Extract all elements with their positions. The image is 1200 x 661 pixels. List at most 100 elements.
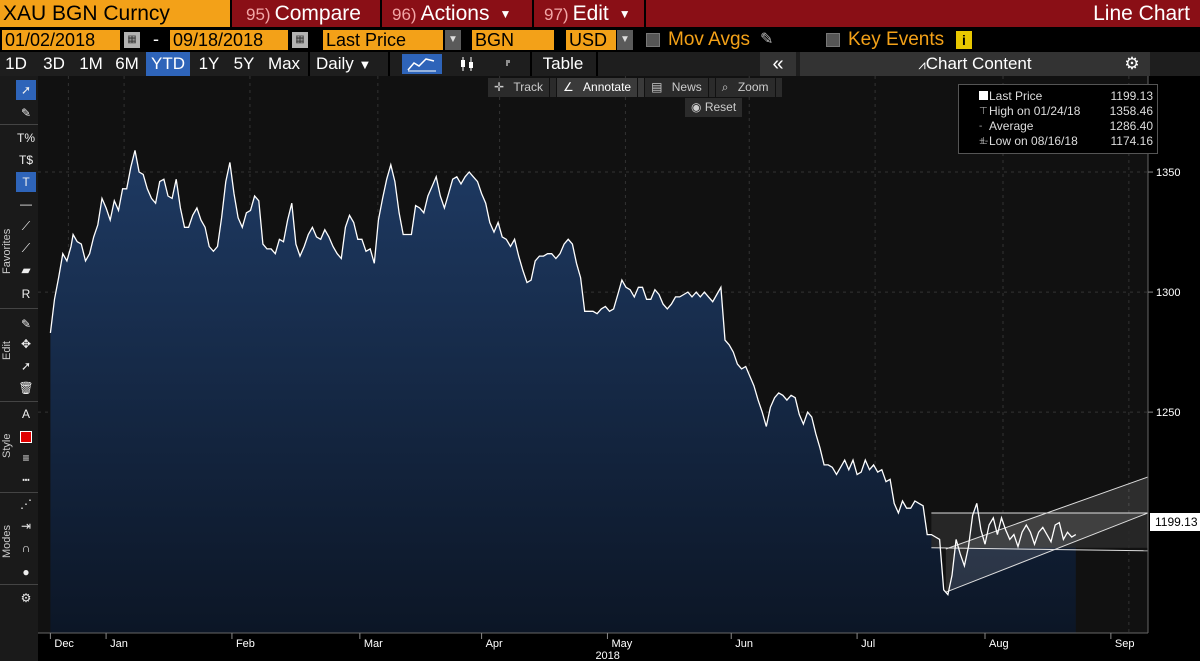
pencil-icon[interactable]: ✎ <box>760 31 774 48</box>
x-axis: Dec Jan Feb Mar Apr May Jun Jul Aug Sep 2018 <box>38 632 1200 661</box>
line-style-icon[interactable]: ┅ <box>22 473 30 487</box>
track-label: Track <box>507 78 550 97</box>
zoom-button[interactable]: ⌕ Zoom <box>716 78 783 97</box>
period-1m[interactable]: 1M <box>79 54 103 73</box>
chart-toolbar: 1D 3D 1M 6M YTD 1Y 5Y Max Daily ▼ Table … <box>0 52 1200 76</box>
key-events-checkbox[interactable] <box>826 33 840 47</box>
legend-label: Low on 08/16/18 <box>989 134 1078 148</box>
date-range-dash: - <box>153 29 159 49</box>
gear-icon[interactable]: ⚙ <box>1124 54 1140 73</box>
chart-content-button[interactable]: ⩘Chart Content <box>800 52 1150 76</box>
calendar-icon[interactable]: ▦ <box>292 32 308 48</box>
edit-button[interactable]: 97) Edit ▼ <box>534 0 644 27</box>
toolbar-separator <box>308 52 310 76</box>
frequency-select[interactable]: Daily ▼ <box>312 52 384 76</box>
trendline-icon[interactable]: ⟋ <box>21 219 31 233</box>
x-tick-label: Jun <box>735 638 753 650</box>
channel-lower-line[interactable] <box>945 512 1149 593</box>
channel-tool-icon[interactable]: ▰ <box>21 263 31 277</box>
info-icon[interactable]: i <box>956 31 972 49</box>
chart-mini-toolbar: ✛ Track ∠ Annotate ▤ News ⌕ Zoom <box>488 78 783 97</box>
bar-style-icon[interactable] <box>496 52 520 76</box>
reset-button[interactable]: ◉ Reset <box>685 98 743 117</box>
sidebar-divider <box>0 124 38 125</box>
chevron-down-icon: ▼ <box>358 57 372 72</box>
legend-row-low: ⊥ Low on 08/16/18 1174.16 <box>979 134 1157 149</box>
period-max[interactable]: Max <box>267 54 301 73</box>
line-chart-icon: ⩘ <box>918 57 926 72</box>
modes-section-label: Modes <box>1 524 13 558</box>
edit-pen-icon[interactable]: ✎ <box>20 317 32 331</box>
chart-area[interactable]: 1250 1300 1350 Dec Jan Feb Mar Apr May Jun Jul Aug… <box>38 76 1200 661</box>
crosshair-mode-icon[interactable]: ⋰ <box>20 497 32 511</box>
average-marker-icon: -+- <box>979 121 989 147</box>
track-button[interactable]: ✛ Track <box>488 78 557 97</box>
y-axis: 1250 1300 1350 <box>1147 76 1200 633</box>
period-5y[interactable]: 5Y <box>233 54 255 73</box>
currency-select[interactable]: USD <box>566 30 616 50</box>
sidebar-divider <box>0 584 38 585</box>
color-mode-icon[interactable]: ● <box>22 565 30 579</box>
color-swatch-icon[interactable] <box>16 426 36 446</box>
x-tick-label: Apr <box>486 638 503 650</box>
price-change-icon[interactable]: T$ <box>18 153 33 167</box>
key-events-label: Key Events <box>848 29 945 50</box>
source-input[interactable]: BGN <box>472 30 554 50</box>
title-separator <box>644 0 646 27</box>
ticker-field[interactable]: XAU BGN Curncy <box>0 0 230 27</box>
actions-button[interactable]: 96) Actions ▼ <box>382 0 532 27</box>
compare-button[interactable]: 95) Compare <box>236 0 380 27</box>
calendar-icon[interactable]: ▦ <box>124 32 140 48</box>
news-button[interactable]: ▤ News <box>645 78 716 97</box>
line-weight-icon[interactable]: ≡ <box>22 451 30 465</box>
sidebar-divider <box>0 308 38 309</box>
period-6m[interactable]: 6M <box>115 54 139 73</box>
chevron-down-icon[interactable]: ▼ <box>617 30 633 50</box>
legend-row-average: -+- Average 1286.40 <box>979 119 1157 147</box>
magnet-icon[interactable]: ∩ <box>21 541 31 555</box>
collapse-button[interactable]: « <box>760 52 796 76</box>
price-chart[interactable]: 1250 1300 1350 Dec Jan Feb Mar Apr May Jun Jul Aug… <box>38 76 1200 661</box>
high-marker-icon: ⊤ <box>979 106 988 117</box>
table-button[interactable]: Table <box>542 54 584 73</box>
last-price-tag: 1199.13 <box>1150 513 1200 531</box>
text-tool-icon[interactable]: T <box>16 172 36 192</box>
legend-value: 1358.46 <box>1109 104 1153 118</box>
gear-icon[interactable]: ⚙ <box>20 591 32 605</box>
move-icon[interactable]: ✥ <box>20 337 32 351</box>
channel-upper-line[interactable] <box>945 476 1149 550</box>
period-1d[interactable]: 1D <box>5 54 27 73</box>
range-box-lower-line[interactable] <box>931 547 1149 552</box>
candlestick-icon[interactable] <box>452 52 482 76</box>
sidebar-divider <box>0 401 38 402</box>
price-line <box>49 150 1077 597</box>
snap-mode-icon[interactable]: ⇥ <box>20 519 32 533</box>
low-marker-icon: ⊥ <box>979 136 988 147</box>
legend-label: High on 01/24/18 <box>989 104 1081 118</box>
start-date-input[interactable]: 01/02/2018 <box>2 30 120 50</box>
ray-line-icon[interactable]: ⟋ <box>21 241 31 255</box>
percent-change-icon[interactable]: T% <box>17 131 35 145</box>
trash-icon[interactable]: 🗑 <box>18 381 34 395</box>
add-point-icon[interactable]: ➚ <box>20 359 32 373</box>
annotate-button[interactable]: ∠ Annotate <box>556 78 646 97</box>
legend-row-last-price: Last Price 1199.13 <box>979 89 1157 104</box>
field-select[interactable]: Last Price <box>323 30 443 50</box>
horizontal-line-icon[interactable]: — <box>20 197 32 211</box>
line-chart-icon-svg <box>402 54 442 74</box>
period-3d[interactable]: 3D <box>43 54 65 73</box>
pointer-icon[interactable]: ➚ <box>16 80 36 100</box>
period-1y[interactable]: 1Y <box>198 54 220 73</box>
font-style-icon[interactable]: A <box>21 407 30 421</box>
x-tick-label: Sep <box>1115 638 1135 650</box>
chevron-down-icon[interactable]: ▼ <box>445 30 461 50</box>
line-chart-icon[interactable] <box>400 52 444 76</box>
chart-content-label: Chart Content <box>925 54 1032 73</box>
toolbar-separator <box>596 52 598 76</box>
period-ytd[interactable]: YTD <box>146 52 190 76</box>
retracement-icon[interactable]: R <box>21 287 31 301</box>
pen-tool-icon[interactable]: ✎ <box>20 106 32 120</box>
chevron-down-icon: ▼ <box>499 6 512 21</box>
mov-avgs-checkbox[interactable] <box>646 33 660 47</box>
end-date-input[interactable]: 09/18/2018 <box>170 30 288 50</box>
